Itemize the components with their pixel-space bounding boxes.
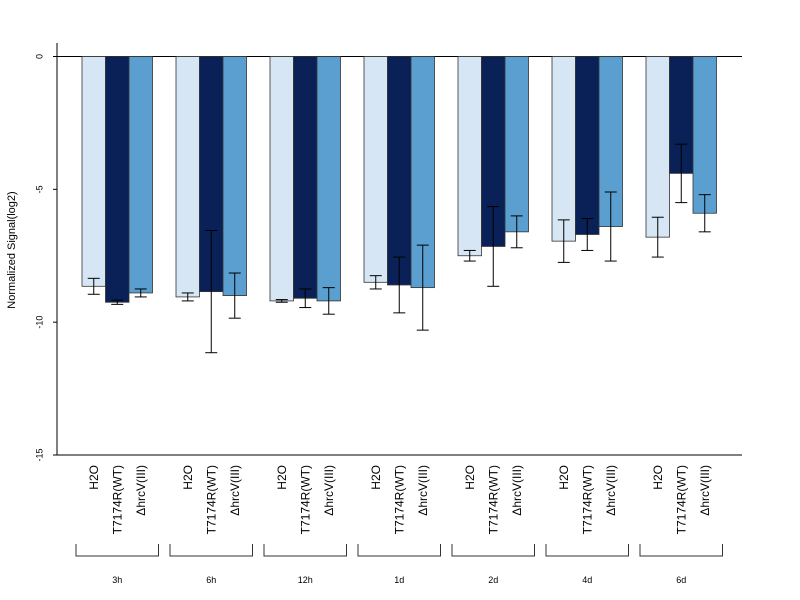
y-tick-label: -5 [34,185,44,193]
bar [692,56,717,214]
category-label: ΔhrcV(III) [228,465,242,516]
y-axis-label: Normalized Signal(log2) [6,191,18,308]
group-bracket [263,544,347,557]
category-label: T7174R(WT) [674,465,688,534]
group-label: 1d [394,575,404,585]
category-label: H2O [463,465,477,490]
category-label: ΔhrcV(III) [698,465,712,516]
category-label: T7174R(WT) [110,465,124,534]
group-bracket [451,544,535,557]
category-label: ΔhrcV(III) [322,465,336,516]
y-tick-label: -15 [34,448,44,461]
y-tick-label: -10 [34,316,44,329]
group-bracket [75,544,159,557]
y-tick-label: 0 [34,54,44,59]
group-bracket [639,544,723,557]
group-label: 3h [112,575,122,585]
bar [316,56,341,302]
group-label: 2d [488,575,498,585]
group-label: 4d [582,575,592,585]
bar [105,56,130,303]
bar [81,56,106,287]
category-label: H2O [87,465,101,490]
group-label: 6d [676,575,686,585]
error-bars [87,143,711,354]
bar [504,56,529,233]
bar [293,56,318,299]
group-bracket [545,544,629,557]
bar [222,56,247,297]
category-label: H2O [275,465,289,490]
bar [128,56,153,294]
bar [551,56,576,242]
category-label: H2O [557,465,571,490]
bar [269,56,294,302]
group-brackets: 3h 6h 12h 1d 2d 4d 6d [75,544,723,585]
category-label: T7174R(WT) [298,465,312,534]
bar [175,56,200,298]
group-label: 6h [206,575,216,585]
category-labels: H2O T7174R(WT) ΔhrcV(III) H2O T7174R(WT) Δhrc… [87,465,712,534]
category-label: T7174R(WT) [486,465,500,534]
category-label: ΔhrcV(III) [416,465,430,516]
group-label: 12h [298,575,313,585]
group-bracket [169,544,253,557]
category-label: ΔhrcV(III) [510,465,524,516]
group-bracket [357,544,441,557]
category-label: H2O [369,465,383,490]
category-label: T7174R(WT) [580,465,594,534]
bar [363,56,388,283]
category-label: ΔhrcV(III) [604,465,618,516]
category-label: T7174R(WT) [204,465,218,534]
category-label: T7174R(WT) [392,465,406,534]
bar [387,56,412,286]
category-label: H2O [181,465,195,490]
y-axis-ticks: 0 -5 -10 -15 [34,54,57,462]
bar [645,56,670,238]
bar-series [81,56,717,303]
bar [575,56,600,235]
category-label: H2O [651,465,665,490]
category-label: ΔhrcV(III) [134,465,148,516]
bar [457,56,482,257]
